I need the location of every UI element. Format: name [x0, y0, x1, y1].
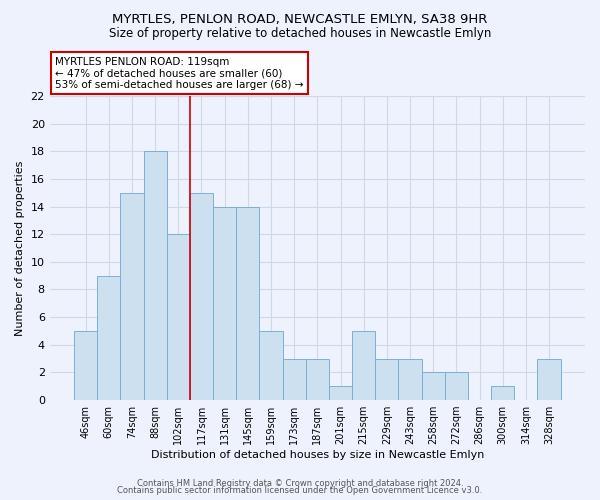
- Bar: [306, 358, 329, 400]
- Bar: [352, 331, 375, 400]
- Bar: [121, 192, 143, 400]
- X-axis label: Distribution of detached houses by size in Newcastle Emlyn: Distribution of detached houses by size …: [151, 450, 484, 460]
- Bar: [167, 234, 190, 400]
- Bar: [445, 372, 468, 400]
- Bar: [329, 386, 352, 400]
- Bar: [398, 358, 422, 400]
- Bar: [74, 331, 97, 400]
- Bar: [422, 372, 445, 400]
- Bar: [213, 206, 236, 400]
- Bar: [259, 331, 283, 400]
- Bar: [283, 358, 306, 400]
- Bar: [375, 358, 398, 400]
- Bar: [190, 192, 213, 400]
- Text: MYRTLES, PENLON ROAD, NEWCASTLE EMLYN, SA38 9HR: MYRTLES, PENLON ROAD, NEWCASTLE EMLYN, S…: [112, 12, 488, 26]
- Bar: [491, 386, 514, 400]
- Bar: [538, 358, 560, 400]
- Bar: [143, 151, 167, 400]
- Y-axis label: Number of detached properties: Number of detached properties: [15, 160, 25, 336]
- Text: Size of property relative to detached houses in Newcastle Emlyn: Size of property relative to detached ho…: [109, 28, 491, 40]
- Text: MYRTLES PENLON ROAD: 119sqm
← 47% of detached houses are smaller (60)
53% of sem: MYRTLES PENLON ROAD: 119sqm ← 47% of det…: [55, 56, 304, 90]
- Bar: [236, 206, 259, 400]
- Text: Contains HM Land Registry data © Crown copyright and database right 2024.: Contains HM Land Registry data © Crown c…: [137, 478, 463, 488]
- Text: Contains public sector information licensed under the Open Government Licence v3: Contains public sector information licen…: [118, 486, 482, 495]
- Bar: [97, 276, 121, 400]
